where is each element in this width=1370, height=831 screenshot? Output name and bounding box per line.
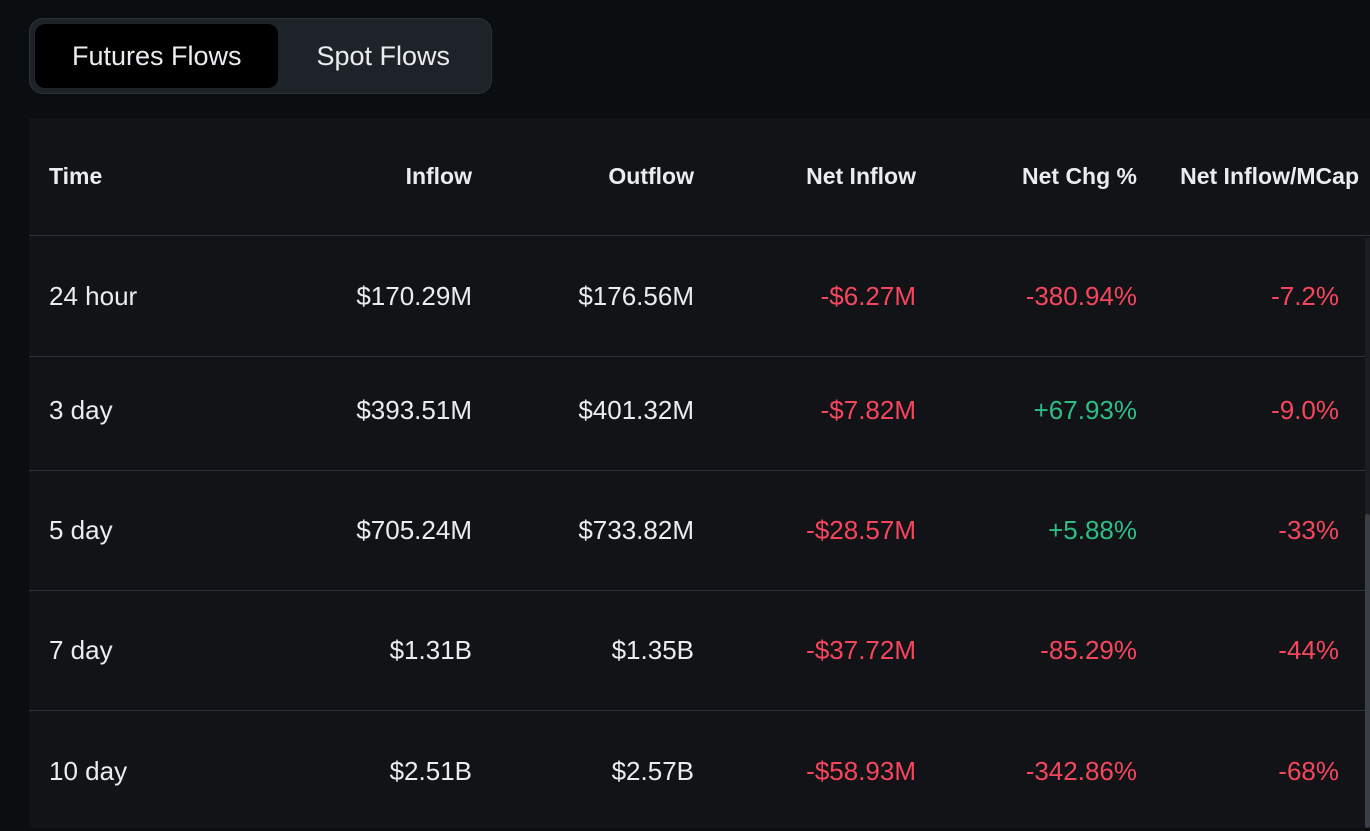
header-net-chg[interactable]: Net Chg % (1022, 163, 1137, 189)
table-row: 3 day $393.51M $401.32M -$7.82M +67.93% … (29, 351, 1370, 471)
cell-net-inflow-mcap: -68% (1278, 755, 1339, 786)
cell-net-chg: +67.93% (1033, 395, 1137, 425)
header-outflow[interactable]: Outflow (608, 163, 694, 189)
header-net-inflow-mcap[interactable]: Net Inflow/MCap (1180, 163, 1359, 189)
cell-net-inflow-mcap: -9.0% (1271, 395, 1339, 425)
cell-net-inflow: -$28.57M (806, 515, 916, 545)
cell-net-inflow: -$37.72M (806, 635, 916, 665)
cell-net-inflow: -$58.93M (806, 755, 916, 786)
flow-type-tabs: Futures Flows Spot Flows (29, 18, 492, 94)
cell-outflow: $401.32M (578, 395, 694, 425)
cell-time: 24 hour (49, 281, 138, 311)
tab-futures-flows[interactable]: Futures Flows (35, 24, 279, 88)
cell-outflow: $1.35B (611, 635, 694, 665)
header-inflow[interactable]: Inflow (405, 163, 472, 189)
table-row: 10 day $2.51B $2.57B -$58.93M -342.86% -… (29, 711, 1370, 831)
table-row: 5 day $705.24M $733.82M -$28.57M +5.88% … (29, 471, 1370, 591)
scrollbar-thumb[interactable] (1365, 514, 1370, 828)
cell-inflow: $393.51M (356, 395, 472, 425)
cell-outflow: $2.57B (611, 755, 694, 786)
cell-outflow: $176.56M (578, 281, 694, 311)
table-header: Time Inflow Outflow Net Inflow Net Chg %… (29, 118, 1370, 236)
table-row: 24 hour $170.29M $176.56M -$6.27M -380.9… (29, 237, 1370, 357)
cell-time: 7 day (49, 635, 113, 665)
table-row: 7 day $1.31B $1.35B -$37.72M -85.29% -44… (29, 591, 1370, 711)
table-scrollbar[interactable] (1365, 238, 1370, 828)
cell-inflow: $1.31B (389, 635, 472, 665)
header-time[interactable]: Time (49, 163, 103, 189)
cell-net-chg: -342.86% (1025, 755, 1137, 786)
cell-inflow: $705.24M (356, 515, 472, 545)
header-net-inflow[interactable]: Net Inflow (806, 163, 916, 189)
cell-net-chg: -380.94% (1025, 281, 1137, 311)
cell-net-chg: -85.29% (1040, 635, 1137, 665)
flows-table: Time Inflow Outflow Net Inflow Net Chg %… (29, 118, 1370, 828)
cell-net-inflow-mcap: -33% (1278, 515, 1339, 545)
cell-time: 5 day (49, 515, 113, 545)
cell-net-inflow: -$6.27M (820, 281, 916, 311)
cell-net-inflow: -$7.82M (820, 395, 916, 425)
cell-time: 3 day (49, 395, 113, 425)
cell-inflow: $2.51B (389, 755, 472, 786)
cell-time: 10 day (49, 755, 128, 786)
cell-net-chg: +5.88% (1048, 515, 1137, 545)
tab-spot-flows[interactable]: Spot Flows (316, 40, 450, 71)
cell-outflow: $733.82M (578, 515, 694, 545)
cell-net-inflow-mcap: -7.2% (1271, 281, 1339, 311)
cell-net-inflow-mcap: -44% (1278, 635, 1339, 665)
cell-inflow: $170.29M (356, 281, 472, 311)
